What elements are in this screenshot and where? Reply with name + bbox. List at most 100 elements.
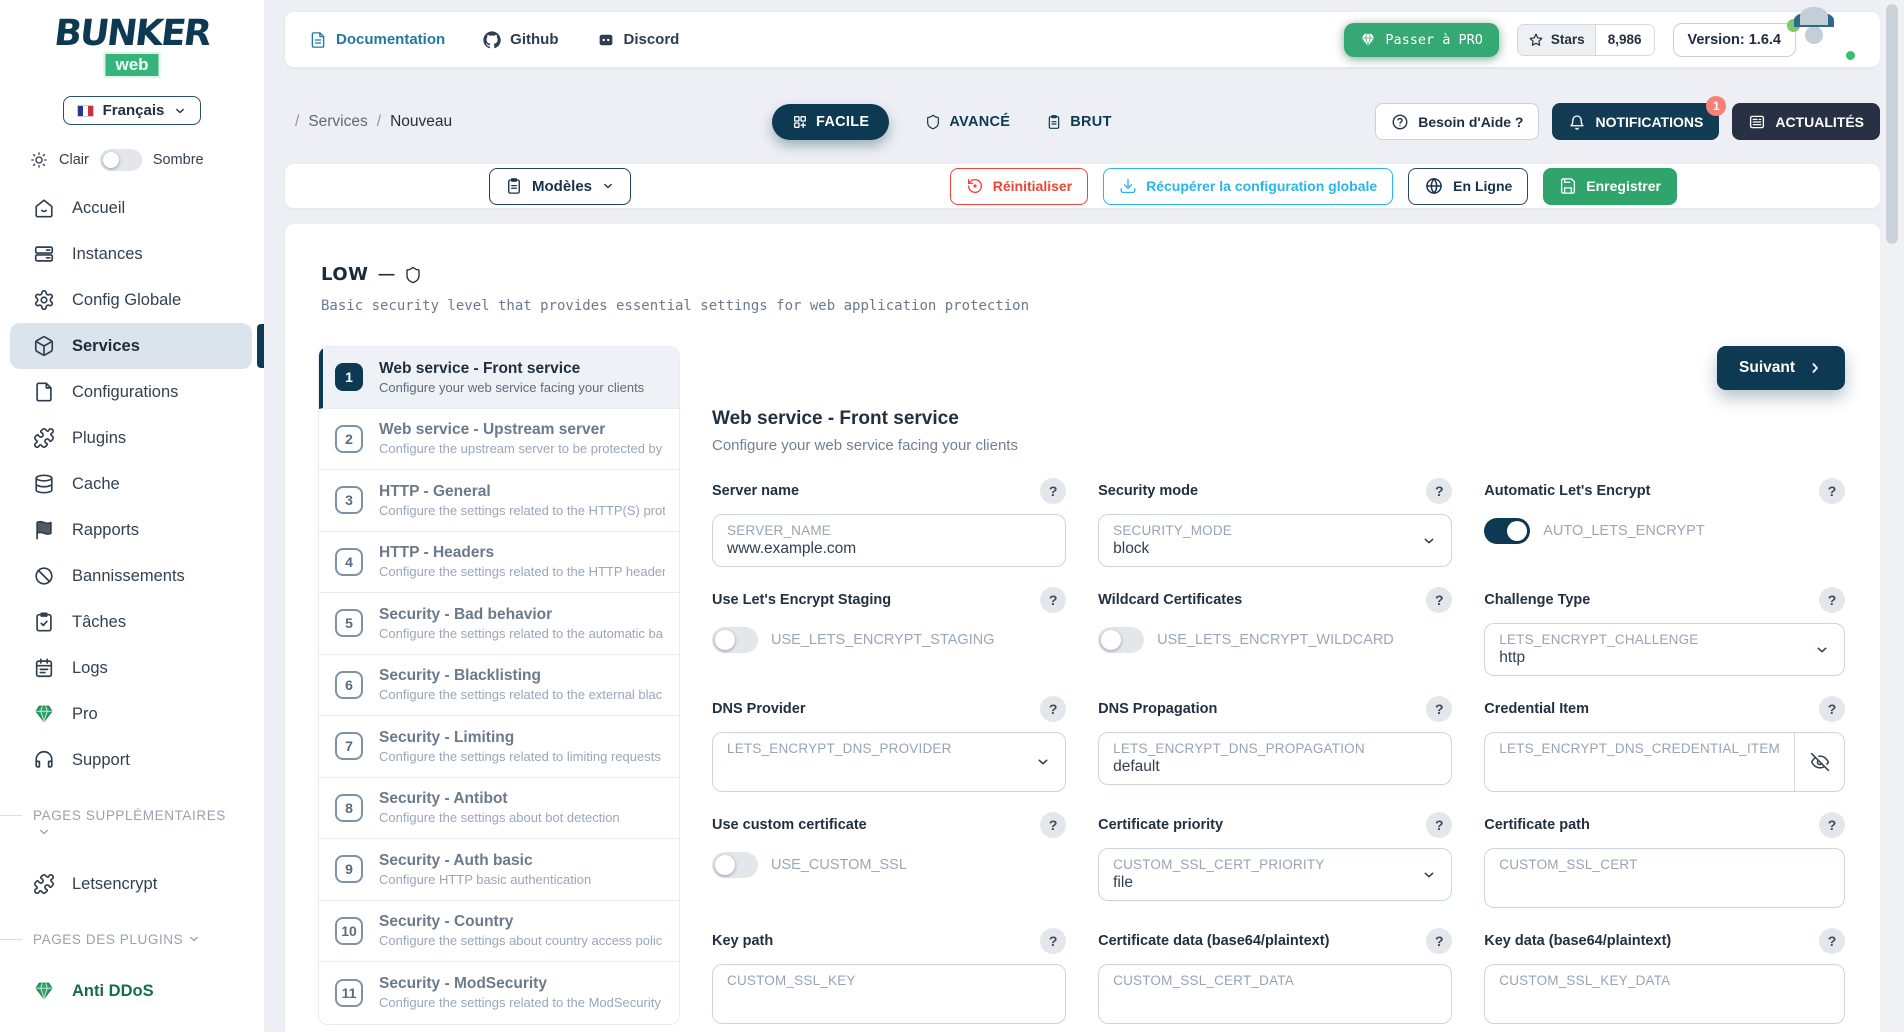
wizard-step-10[interactable]: 10 Security - Country Configure the settin…	[319, 901, 679, 962]
templates-dropdown[interactable]: Modèles	[489, 167, 632, 205]
online-button[interactable]: En Ligne	[1408, 167, 1529, 205]
wizard-step-5[interactable]: 5 Security - Bad behavior Configure the se…	[319, 593, 679, 655]
wizard-step-3[interactable]: 3 HTTP - General Configure the settings re…	[319, 470, 679, 532]
help-icon[interactable]: ?	[1819, 696, 1845, 722]
app-logo[interactable]: BUNKER web	[42, 13, 222, 78]
sidebar-item-letsencrypt[interactable]: Letsencrypt	[0, 861, 252, 907]
field-value: http	[1499, 649, 1526, 666]
step-description: Configure the settings related to limiti…	[379, 748, 661, 764]
eye-off-icon[interactable]	[1794, 733, 1844, 791]
credential-item-input[interactable]: LETS_ENCRYPT_DNS_CREDENTIAL_ITEM	[1484, 732, 1845, 792]
toggle-knob	[715, 630, 735, 650]
help-icon[interactable]: ?	[1040, 928, 1067, 954]
sidebar-item-configurations[interactable]: Configurations	[0, 369, 252, 415]
help-icon[interactable]: ?	[1426, 587, 1453, 613]
notifications-button[interactable]: NOTIFICATIONS 1	[1552, 96, 1727, 140]
dns-provider-select[interactable]: LETS_ENCRYPT_DNS_PROVIDER	[712, 732, 1067, 792]
dns-propagation-input[interactable]: LETS_ENCRYPT_DNS_PROPAGATION default	[1098, 732, 1453, 785]
topbar-link-github[interactable]: Github	[483, 30, 559, 49]
step-number: 11	[335, 978, 363, 1007]
sidebar-item-accueil[interactable]: Accueil	[0, 185, 252, 231]
sidebar-section-pages-des-plugins[interactable]: PAGES DES PLUGINS	[0, 931, 250, 948]
certificate-path-input[interactable]: CUSTOM_SSL_CERT	[1484, 848, 1845, 908]
help-button[interactable]: Besoin d'Aide ?	[1375, 103, 1540, 140]
help-icon[interactable]: ?	[1819, 928, 1845, 954]
wildcard-certificates-toggle[interactable]	[1098, 627, 1145, 653]
server-name-input[interactable]: SERVER_NAME www.example.com	[712, 514, 1067, 567]
wizard-step-8[interactable]: 8 Security - Antibot Configure the setting…	[319, 778, 679, 839]
tab-avanc[interactable]: AVANCÉ	[925, 114, 1010, 130]
certificate-data-base64-plaintext-input[interactable]: CUSTOM_SSL_CERT_DATA	[1098, 964, 1453, 1024]
sidebar-item-config-globale[interactable]: Config Globale	[0, 277, 252, 323]
wizard-step-9[interactable]: 9 Security - Auth basic Configure HTTP bas…	[319, 839, 679, 901]
breadcrumb-item-nouveau[interactable]: Nouveau	[390, 112, 453, 130]
help-icon[interactable]: ?	[1426, 696, 1453, 722]
github-stars-badge[interactable]: Stars 8,986	[1516, 23, 1655, 56]
wizard-step-4[interactable]: 4 HTTP - Headers Configure the settings re…	[319, 532, 679, 593]
help-icon[interactable]: ?	[1426, 812, 1453, 838]
help-icon[interactable]: ?	[1819, 587, 1845, 613]
wizard-step-1[interactable]: 1 Web service - Front service Configure yo…	[319, 347, 679, 409]
field-dns-provider: DNS Provider? LETS_ENCRYPT_DNS_PROVIDER	[712, 696, 1067, 792]
sidebar-section-pages-suppl-mentaires[interactable]: PAGES SUPPLÉMENTAIRES	[0, 807, 238, 841]
step-text: Security - Bad behavior Configure the set…	[379, 606, 663, 641]
tab-facile[interactable]: FACILE	[772, 103, 890, 140]
news-button[interactable]: ACTUALITÉS	[1732, 103, 1880, 140]
key-path-input[interactable]: CUSTOM_SSL_KEY	[712, 964, 1067, 1024]
automatic-let-s-encrypt-toggle[interactable]	[1484, 518, 1531, 544]
scrollbar-thumb[interactable]	[1886, 4, 1898, 244]
security-mode-select[interactable]: SECURITY_MODE block	[1098, 514, 1453, 567]
sidebar-item-support[interactable]: Support	[0, 737, 252, 783]
sidebar-item-bannissements[interactable]: Bannissements	[0, 553, 252, 599]
theme-toggle[interactable]	[99, 149, 142, 171]
help-icon[interactable]: ?	[1426, 928, 1453, 954]
language-selector[interactable]: Français	[62, 96, 202, 125]
tab-brut[interactable]: BRUT	[1046, 114, 1111, 130]
challenge-type-select[interactable]: LETS_ENCRYPT_CHALLENGE http	[1484, 623, 1845, 676]
sidebar-item-anti-ddos[interactable]: Anti DDoS	[0, 968, 252, 1014]
sidebar-section-items: Anti DDoS	[0, 968, 264, 1014]
help-icon[interactable]: ?	[1040, 478, 1067, 504]
field-env-name: USE_LETS_ENCRYPT_STAGING	[771, 632, 995, 648]
sidebar-item-cache[interactable]: Cache	[0, 461, 252, 507]
chevron-down-icon	[601, 179, 615, 193]
field-placeholder: SERVER_NAME	[727, 523, 831, 538]
topbar-link-discord[interactable]: Discord	[597, 31, 679, 49]
sidebar-item-rapports[interactable]: Rapports	[0, 507, 252, 553]
help-icon[interactable]: ?	[1819, 812, 1845, 838]
save-button[interactable]: Enregistrer	[1543, 167, 1677, 205]
wizard-step-11[interactable]: 11 Security - ModSecurity Configure the se…	[319, 962, 679, 1024]
step-title: Security - Auth basic	[379, 851, 533, 869]
sidebar-item-t-ches[interactable]: Tâches	[0, 599, 252, 645]
use-custom-certificate-toggle[interactable]	[712, 852, 758, 878]
wizard-step-7[interactable]: 7 Security - Limiting Configure the settin…	[319, 716, 679, 778]
reset-button[interactable]: Réinitialiser	[949, 167, 1089, 205]
user-avatar[interactable]	[1814, 19, 1857, 62]
help-icon[interactable]: ?	[1819, 478, 1845, 504]
topbar-link-documentation[interactable]: Documentation	[309, 31, 445, 49]
wizard-step-2[interactable]: 2 Web service - Upstream server Configure …	[319, 409, 679, 470]
cube-icon	[33, 335, 55, 357]
upgrade-pro-button[interactable]: Passer à PRO	[1344, 22, 1499, 57]
sidebar-item-logs[interactable]: Logs	[0, 645, 252, 691]
field-placeholder: CUSTOM_SSL_KEY	[727, 973, 856, 988]
certificate-priority-select[interactable]: CUSTOM_SSL_CERT_PRIORITY file	[1098, 848, 1453, 901]
sidebar-item-services[interactable]: Services	[10, 323, 264, 369]
toggle-knob	[1101, 630, 1122, 650]
next-step-button[interactable]: Suivant	[1717, 346, 1845, 390]
help-icon[interactable]: ?	[1040, 812, 1067, 838]
use-let-s-encrypt-staging-toggle[interactable]	[712, 627, 758, 653]
field-header: Server name?	[712, 478, 1067, 504]
wizard-step-6[interactable]: 6 Security - Blacklisting Configure the se…	[319, 655, 679, 716]
breadcrumb-item-services[interactable]: Services	[308, 112, 368, 130]
fetch-global-config-button[interactable]: Récupérer la configuration globale	[1103, 167, 1394, 205]
sidebar-item-pro[interactable]: Pro	[0, 691, 252, 737]
key-data-base64-plaintext-input[interactable]: CUSTOM_SSL_KEY_DATA	[1484, 964, 1845, 1024]
sidebar-item-instances[interactable]: Instances	[0, 231, 252, 277]
help-icon[interactable]: ?	[1040, 696, 1067, 722]
online-status-dot	[1844, 48, 1857, 62]
main-area: Documentation Github Discord Passer à PRO …	[285, 0, 1880, 1032]
sidebar-item-plugins[interactable]: Plugins	[0, 415, 252, 461]
help-icon[interactable]: ?	[1426, 478, 1453, 504]
help-icon[interactable]: ?	[1040, 587, 1067, 613]
